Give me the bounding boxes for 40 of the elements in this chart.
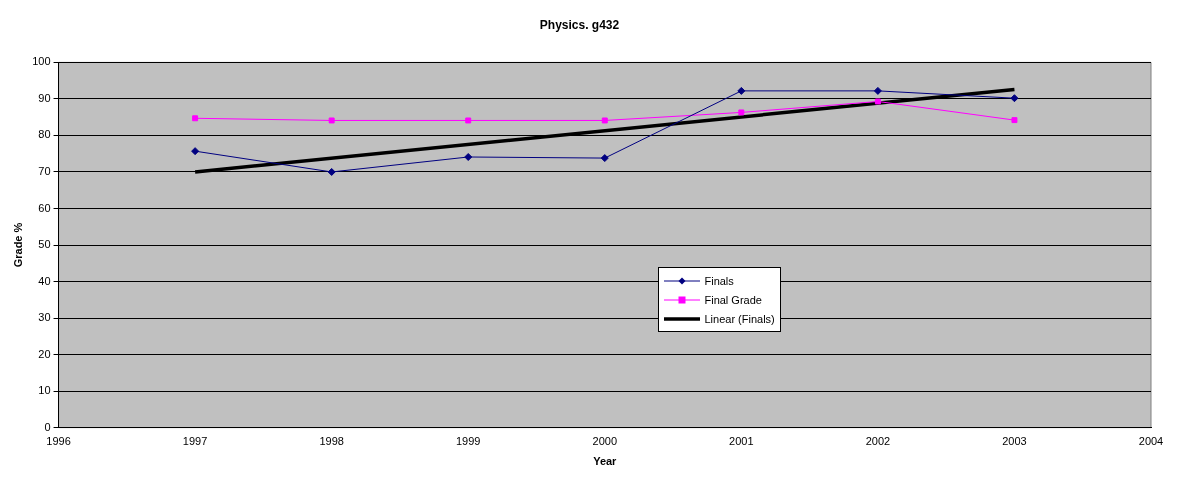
point xyxy=(738,109,745,116)
y-tick-label: 20 xyxy=(38,347,51,360)
y-tick-label: 0 xyxy=(44,420,51,433)
legend-label: Linear (Finals) xyxy=(704,312,775,325)
x-tick-label: 2000 xyxy=(592,435,618,448)
y-tick-label: 60 xyxy=(38,201,51,214)
chart-title: Physics. g432 xyxy=(539,17,620,32)
point xyxy=(192,115,199,122)
point xyxy=(1010,94,1019,103)
point xyxy=(328,117,335,124)
point xyxy=(465,117,472,124)
point xyxy=(601,117,608,124)
point xyxy=(874,98,881,105)
point xyxy=(464,152,473,161)
legend-label: Final Grade xyxy=(704,293,762,306)
y-tick-label: 10 xyxy=(38,384,51,397)
point xyxy=(327,167,336,176)
x-tick-label: 1997 xyxy=(182,435,208,448)
x-tick-label: 1998 xyxy=(319,435,344,448)
y-tick-label: 90 xyxy=(38,91,51,104)
x-tick-label: 2002 xyxy=(865,435,891,448)
x-tick-label: 2003 xyxy=(1002,435,1027,448)
point xyxy=(737,86,746,95)
legend-label: Finals xyxy=(704,274,734,287)
point xyxy=(600,154,609,163)
x-tick-label: 1999 xyxy=(455,435,481,448)
y-tick-label: 100 xyxy=(32,55,51,68)
x-tick-label: 2004 xyxy=(1138,435,1164,448)
y-tick-label: 30 xyxy=(38,311,51,324)
x-tick-label: 1996 xyxy=(46,435,71,448)
y-tick-label: 80 xyxy=(38,128,51,141)
point xyxy=(873,86,882,95)
y-axis-title: Grade % xyxy=(11,222,24,268)
y-tick-label: 70 xyxy=(38,164,51,177)
y-tick-label: 40 xyxy=(38,274,51,287)
point xyxy=(1011,117,1018,124)
x-tick-label: 2001 xyxy=(729,435,754,448)
y-tick-label: 50 xyxy=(38,238,51,251)
x-axis-title: Year xyxy=(593,455,618,468)
point xyxy=(191,147,200,156)
